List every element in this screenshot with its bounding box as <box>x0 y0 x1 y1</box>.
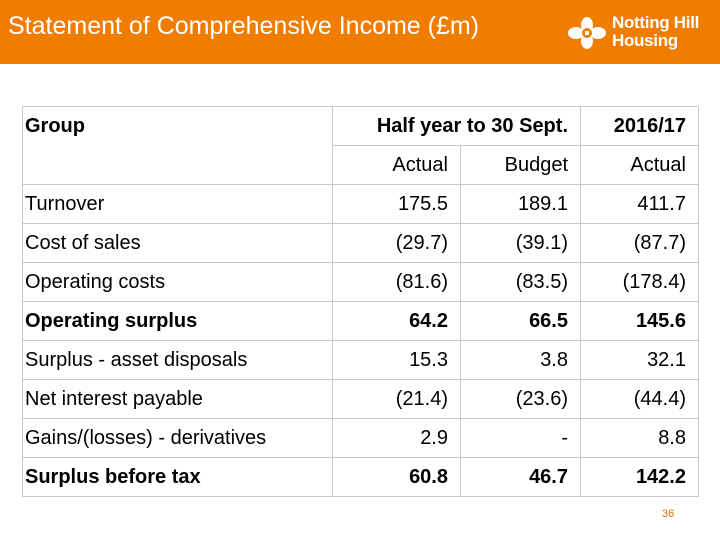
row-value: 189.1 <box>460 184 581 224</box>
row-value: 8.8 <box>580 418 699 458</box>
table-row: Surplus - asset disposals 15.3 3.8 32.1 <box>22 340 699 380</box>
row-value: (29.7) <box>332 223 461 263</box>
row-value: 46.7 <box>460 457 581 497</box>
page-number: 36 <box>662 508 675 520</box>
income-statement-table: Group Half year to 30 Sept. 2016/17 Actu… <box>22 106 699 497</box>
notting-hill-housing-logo: Notting Hill Housing <box>568 14 708 52</box>
logo-line-1: Notting Hill <box>612 13 700 32</box>
row-label: Operating surplus <box>22 301 333 341</box>
row-value: (39.1) <box>460 223 581 263</box>
row-label: Net interest payable <box>22 379 333 419</box>
group-header: Group <box>22 106 333 185</box>
table-row: Surplus before tax 60.8 46.7 142.2 <box>22 457 699 497</box>
row-value: (23.6) <box>460 379 581 419</box>
table-row: Gains/(losses) - derivatives 2.9-8.8 <box>22 418 699 458</box>
row-label: Cost of sales <box>22 223 333 263</box>
row-label: Surplus before tax <box>22 457 333 497</box>
row-value: (81.6) <box>332 262 461 302</box>
row-value: 32.1 <box>580 340 699 380</box>
row-value: 15.3 <box>332 340 461 380</box>
logo-line-2: Housing <box>612 31 678 50</box>
row-value: 60.8 <box>332 457 461 497</box>
row-value: (44.4) <box>580 379 699 419</box>
row-label: Operating costs <box>22 262 333 302</box>
row-label: Surplus - asset disposals <box>22 340 333 380</box>
row-value: 411.7 <box>580 184 699 224</box>
table-row: Operating surplus 64.2 66.5 145.6 <box>22 301 699 341</box>
table-row: Turnover 175.5 189.1 411.7 <box>22 184 699 224</box>
row-value: 64.2 <box>332 301 461 341</box>
logo-text: Notting Hill Housing <box>612 14 699 50</box>
subheader-budget: Budget <box>460 145 581 185</box>
table-body: Turnover 175.5 189.1 411.7 Cost of sales (29.… <box>22 184 699 497</box>
row-value: 142.2 <box>580 457 699 497</box>
table-row: Operating costs (81.6) (83.5) (178.4) <box>22 262 699 302</box>
period-header: Half year to 30 Sept. <box>332 106 581 146</box>
row-value: 2.9 <box>332 418 461 458</box>
header-bar: Statement of Comprehensive Income (£m) N… <box>0 0 720 64</box>
subheader-actual: Actual <box>332 145 461 185</box>
row-value: (83.5) <box>460 262 581 302</box>
year-header: 2016/17 <box>580 106 699 146</box>
row-value: 145.6 <box>580 301 699 341</box>
row-value: (87.7) <box>580 223 699 263</box>
table-row: Net interest payable (21.4) (23.6) (44.4) <box>22 379 699 419</box>
slide-title: Statement of Comprehensive Income (£m) <box>8 12 480 40</box>
row-label: Gains/(losses) - derivatives <box>22 418 333 458</box>
row-value: (178.4) <box>580 262 699 302</box>
table-row: Cost of sales (29.7) (39.1) (87.7) <box>22 223 699 263</box>
row-value: (21.4) <box>332 379 461 419</box>
row-value: 3.8 <box>460 340 581 380</box>
row-label: Turnover <box>22 184 333 224</box>
subheader-prior-actual: Actual <box>580 145 699 185</box>
flower-logo-icon <box>568 17 606 49</box>
row-value: - <box>460 418 581 458</box>
table-header-row: Group Half year to 30 Sept. 2016/17 <box>22 106 699 185</box>
row-value: 66.5 <box>460 301 581 341</box>
row-value: 175.5 <box>332 184 461 224</box>
table-subheader-row: Actual Budget Actual <box>23 145 699 185</box>
